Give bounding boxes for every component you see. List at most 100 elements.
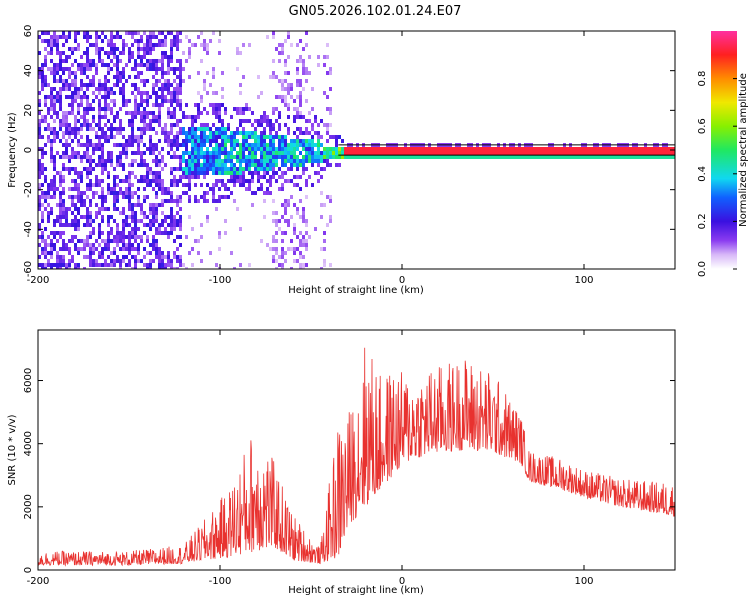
heatmap-cell: [566, 155, 569, 159]
heatmap-cell: [248, 187, 251, 191]
heatmap-cell: [269, 143, 272, 147]
heatmap-cell: [65, 95, 68, 99]
heatmap-cell: [272, 259, 275, 263]
heatmap-cell: [179, 179, 182, 183]
heatmap-cell: [584, 151, 587, 155]
heatmap-cell: [287, 155, 290, 159]
heatmap-cell: [71, 63, 74, 67]
heatmap-cell: [644, 151, 647, 155]
heatmap-cell: [83, 51, 86, 55]
heatmap-cell: [227, 179, 230, 183]
heatmap-cell: [296, 59, 299, 63]
heatmap-cell: [134, 175, 137, 179]
heatmap-cell: [206, 71, 209, 75]
heatmap-cell: [254, 151, 257, 155]
heatmap-cell: [110, 239, 113, 243]
heatmap-cell: [206, 171, 209, 175]
heatmap-cell: [194, 127, 197, 131]
heatmap-cell: [125, 263, 128, 267]
snr-frame: [37, 329, 676, 571]
heatmap-cell: [116, 191, 119, 195]
heatmap-cell: [98, 59, 101, 63]
heatmap-cell: [398, 147, 401, 151]
heatmap-cell: [230, 115, 233, 119]
heatmap-cell: [128, 163, 131, 167]
heatmap-cell: [53, 75, 56, 79]
heatmap-cell: [101, 247, 104, 251]
heatmap-cell: [140, 207, 143, 211]
heatmap-cell: [227, 135, 230, 139]
heatmap-cell: [482, 155, 485, 159]
heatmap-cell: [119, 211, 122, 215]
heatmap-cell: [110, 215, 113, 219]
heatmap-cell: [128, 235, 131, 239]
heatmap-cell: [38, 75, 41, 79]
heatmap-cell: [122, 207, 125, 211]
heatmap-cell: [83, 255, 86, 259]
heatmap-cell: [278, 167, 281, 171]
heatmap-cell: [245, 107, 248, 111]
heatmap-cell: [443, 151, 446, 155]
heatmap-cell: [83, 111, 86, 115]
heatmap-cell: [101, 151, 104, 155]
heatmap-cell: [80, 103, 83, 107]
heatmap-cell: [299, 163, 302, 167]
heatmap-cell: [149, 67, 152, 71]
heatmap-cell: [56, 267, 59, 269]
heatmap-cell: [263, 175, 266, 179]
heatmap-cell: [101, 131, 104, 135]
heatmap-cell: [143, 115, 146, 119]
heatmap-cell: [209, 143, 212, 147]
heatmap-cell: [614, 155, 617, 159]
heatmap-cell: [158, 59, 161, 63]
heatmap-cell: [299, 267, 302, 269]
heatmap-cell: [161, 231, 164, 235]
heatmap-cell: [98, 231, 101, 235]
heatmap-cell: [170, 191, 173, 195]
heatmap-cell: [86, 187, 89, 191]
heatmap-cell: [626, 147, 629, 151]
heatmap-cell: [107, 63, 110, 67]
heatmap-cell: [98, 179, 101, 183]
heatmap-cell: [317, 151, 320, 155]
heatmap-cell: [224, 231, 227, 235]
heatmap-cell: [128, 47, 131, 51]
heatmap-cell: [314, 155, 317, 159]
heatmap-cell: [59, 255, 62, 259]
heatmap-cell: [620, 151, 623, 155]
heatmap-cell: [131, 195, 134, 199]
heatmap-cell: [140, 219, 143, 223]
heatmap-cell: [236, 111, 239, 115]
heatmap-cell: [98, 235, 101, 239]
heatmap-cell: [296, 67, 299, 71]
heatmap-cell: [206, 183, 209, 187]
heatmap-cell: [137, 259, 140, 263]
heatmap-cell: [71, 223, 74, 227]
heatmap-cell: [119, 191, 122, 195]
heatmap-cell: [176, 83, 179, 87]
heatmap-cell: [86, 195, 89, 199]
heatmap-cell: [137, 135, 140, 139]
heatmap-cell: [128, 171, 131, 175]
heatmap-cell: [86, 123, 89, 127]
heatmap-cell: [173, 87, 176, 91]
heatmap-cell: [140, 59, 143, 63]
heatmap-cell: [395, 147, 398, 151]
heatmap-cell: [584, 155, 587, 159]
heatmap-cell: [185, 147, 188, 151]
heatmap-cell: [92, 91, 95, 95]
heatmap-cell: [107, 91, 110, 95]
heatmap-cell: [566, 151, 569, 155]
heatmap-cell: [290, 179, 293, 183]
heatmap-cell: [86, 75, 89, 79]
heatmap-cell: [167, 67, 170, 71]
heatmap-cell: [176, 199, 179, 203]
heatmap-cell: [167, 71, 170, 75]
heatmap-cell: [38, 91, 41, 95]
heatmap-cell: [110, 51, 113, 55]
heatmap-cell: [110, 99, 113, 103]
heatmap-cell: [290, 163, 293, 167]
heatmap-cell: [68, 111, 71, 115]
heatmap-cell: [638, 151, 641, 155]
heatmap-cell: [98, 107, 101, 111]
